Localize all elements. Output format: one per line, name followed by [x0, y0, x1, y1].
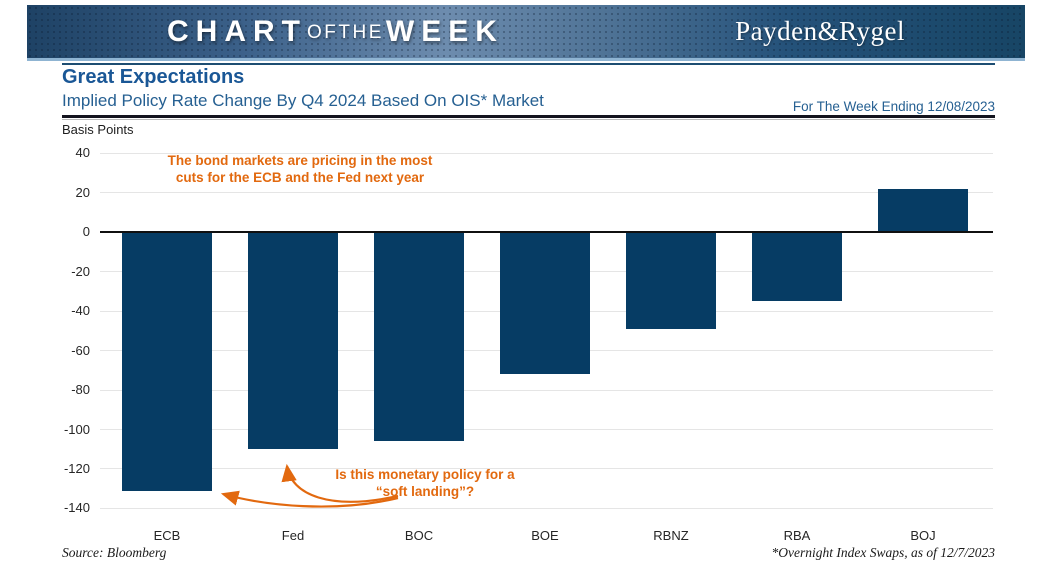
y-tick-label: -60 — [71, 342, 90, 358]
annotation-top: The bond markets are pricing in the most… — [140, 153, 460, 186]
bar-chart-plot-area: ECB Fed BOC BOE RBNZ RBA BOJ — [100, 145, 993, 543]
title-divider — [62, 115, 995, 118]
x-category-label: ECB — [153, 528, 181, 543]
bar-rbnz — [626, 232, 716, 329]
bar-fed — [248, 232, 338, 450]
x-category-label: BOJ — [910, 528, 936, 543]
gridline — [100, 192, 993, 194]
gridline — [100, 389, 993, 391]
bar-boe — [500, 232, 590, 375]
annotation-top-line2: cuts for the ECB and the Fed next year — [175, 169, 425, 185]
gridline — [100, 429, 993, 430]
y-tick-label: -140 — [63, 500, 90, 516]
x-category-label: Fed — [281, 528, 305, 543]
y-tick-label: -80 — [71, 382, 90, 398]
title-divider-shadow — [62, 119, 995, 120]
annotation-bottom: Is this monetary policy for a “soft land… — [295, 467, 555, 500]
page-title: Great Expectations — [62, 66, 245, 88]
y-axis-label: Basis Points — [62, 122, 134, 137]
y-tick-label: 0 — [82, 224, 90, 240]
x-category-label: RBNZ — [653, 528, 689, 543]
banner: CHART OFTHE WEEK Payden&Rygel — [27, 5, 1025, 61]
zero-axis-line — [100, 231, 993, 234]
y-tick-label: 20 — [75, 184, 90, 200]
y-tick-label: 40 — [75, 145, 90, 161]
bar-ecb — [122, 232, 212, 491]
x-category-label: BOE — [531, 528, 559, 543]
banner-underline — [62, 63, 995, 65]
x-category-label: RBA — [783, 528, 811, 543]
source-note: Source: Bloomberg — [62, 545, 167, 560]
gridline — [100, 507, 993, 509]
brand-chart: CHART — [167, 14, 307, 48]
x-category-label: BOC — [404, 528, 434, 543]
ois-footnote: *Overnight Index Swaps, as of 12/7/2023 — [771, 545, 995, 560]
annotation-bottom-line1: Is this monetary policy for a — [335, 467, 515, 482]
week-ending-label: For The Week Ending 12/08/2023 — [792, 99, 995, 114]
brand-week: WEEK — [385, 14, 504, 48]
bar-boj — [878, 188, 968, 233]
annotation-top-line1: The bond markets are pricing in the most — [167, 153, 433, 168]
y-tick-label: -100 — [63, 421, 90, 437]
bar-rba — [752, 232, 842, 302]
y-tick-label: -120 — [63, 460, 90, 476]
chart-of-the-week-wordmark: CHART OFTHE WEEK — [167, 5, 504, 58]
y-tick-label: -20 — [71, 263, 90, 279]
chart-subtitle: Implied Policy Rate Change By Q4 2024 Ba… — [62, 91, 544, 110]
gridline — [100, 152, 993, 154]
annotation-bottom-line2: “soft landing”? — [375, 483, 475, 499]
y-tick-label: -40 — [71, 303, 90, 319]
gridline — [100, 468, 993, 470]
y-axis-ticks: 40 20 0 -20 -40 -60 -80 -100 -120 -140 — [40, 145, 95, 525]
brand-ofthe: OFTHE — [307, 22, 384, 43]
payden-rygel-logo: Payden&Rygel — [735, 16, 905, 46]
bar-boc — [374, 232, 464, 442]
